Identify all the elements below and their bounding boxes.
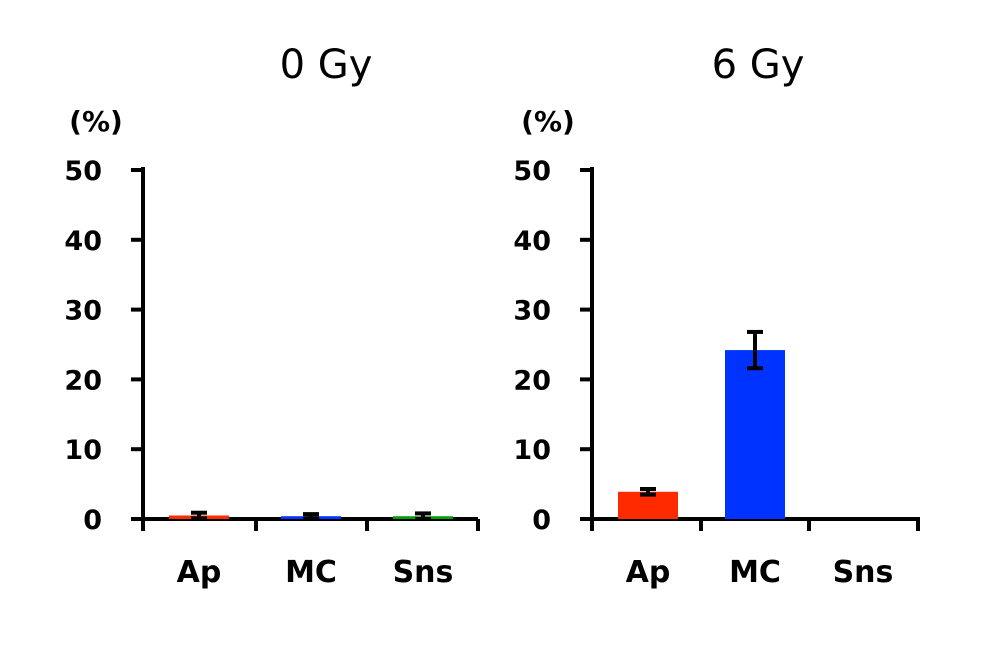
y-tick-label: 20 (513, 365, 551, 396)
x-category-label: Ap (626, 555, 671, 590)
error-bar-ap (191, 510, 207, 521)
chart-title: 0 Gy (280, 42, 373, 88)
error-bar-mc (303, 512, 319, 521)
x-category-label: Sns (393, 555, 454, 590)
y-tick-label: 0 (83, 505, 102, 536)
error-bars (640, 329, 763, 497)
y-axis-unit-label: (%) (521, 105, 575, 138)
x-category-label: Sns (833, 555, 894, 590)
x-ticks (590, 519, 920, 531)
error-bar-sns (415, 511, 431, 521)
panel-6gy: 6 Gy (%) 0 10 20 30 40 50 Ap MC Sns (513, 42, 920, 590)
x-category-label: MC (729, 555, 781, 590)
y-axis-unit-label: (%) (69, 105, 123, 138)
y-tick-label: 30 (64, 296, 102, 327)
y-tick-label: 0 (532, 505, 551, 536)
y-tick-label: 50 (64, 156, 102, 187)
error-bars (191, 510, 431, 521)
y-ticks: 0 10 20 30 40 50 (513, 156, 592, 536)
y-tick-label: 50 (513, 156, 551, 187)
panel-0gy: 0 Gy (%) 0 10 20 30 40 50 Ap MC Sns (64, 42, 480, 590)
chart-title: 6 Gy (712, 42, 805, 88)
y-tick-label: 40 (513, 226, 551, 257)
y-tick-label: 10 (64, 435, 102, 466)
y-tick-label: 30 (513, 296, 551, 327)
y-tick-label: 20 (64, 365, 102, 396)
y-ticks: 0 10 20 30 40 50 (64, 156, 143, 536)
bars (618, 350, 785, 519)
y-tick-label: 10 (513, 435, 551, 466)
bar-mc (725, 350, 785, 519)
category-labels: Ap MC Sns (177, 555, 454, 590)
error-bar-mc (747, 329, 763, 371)
error-bar-ap (640, 486, 656, 497)
x-ticks (141, 519, 480, 531)
category-labels: Ap MC Sns (626, 555, 894, 590)
y-tick-label: 40 (64, 226, 102, 257)
x-category-label: Ap (177, 555, 222, 590)
x-category-label: MC (285, 555, 337, 590)
